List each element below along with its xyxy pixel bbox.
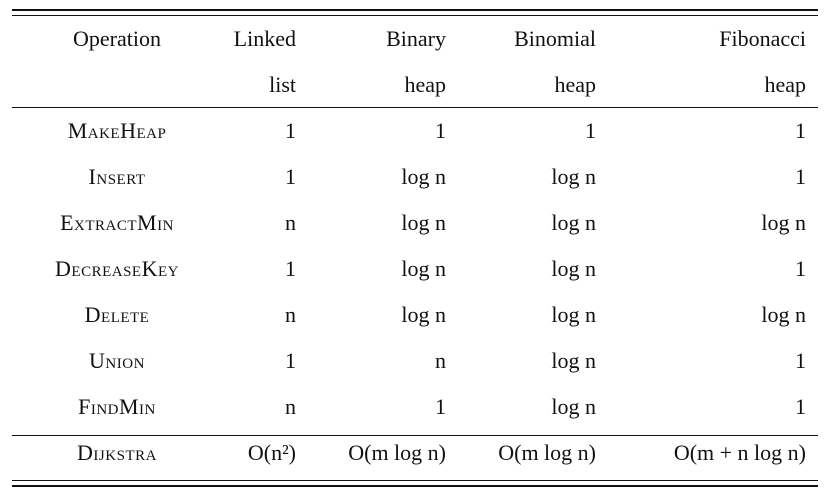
cost-cell: n <box>285 210 296 235</box>
operation-name: MakeHeap <box>67 118 167 143</box>
cost-cell: 1 <box>795 164 806 189</box>
header-cell: Linked <box>233 26 296 51</box>
cost-cell: log n <box>761 210 806 235</box>
header-cell: list <box>269 72 296 97</box>
table-row: Insert 1 log n log n 1 <box>12 154 818 200</box>
summary-row: Dijkstra O(n²) O(m log n) O(m log n) O(m… <box>12 430 818 476</box>
table-row: FindMin n 1 log n 1 <box>12 384 818 430</box>
table-row: ExtractMin n log n log n log n <box>12 200 818 246</box>
cost-cell: log n <box>401 164 446 189</box>
cost-cell: log n <box>401 302 446 327</box>
cost-cell: n <box>435 348 446 373</box>
operations-table: Operation Linked Binary Binomial Fibonac… <box>12 16 818 476</box>
cost-cell: log n <box>761 302 806 327</box>
header-cell: Binomial <box>514 26 596 51</box>
operation-name: Union <box>89 348 145 373</box>
cost-cell: log n <box>551 256 596 281</box>
bottom-rule-inner <box>12 480 818 481</box>
header-rule <box>12 107 818 108</box>
header-cell: heap <box>404 72 446 97</box>
cost-cell: 1 <box>285 118 296 143</box>
operation-name: Dijkstra <box>77 440 157 465</box>
cost-cell: 1 <box>795 118 806 143</box>
table-row: Delete n log n log n log n <box>12 292 818 338</box>
operation-name: ExtractMin <box>60 210 174 235</box>
cost-cell: log n <box>551 164 596 189</box>
operation-name: Delete <box>84 302 150 327</box>
table-row: DecreaseKey 1 log n log n 1 <box>12 246 818 292</box>
header-cell: heap <box>554 72 596 97</box>
cost-cell: 1 <box>585 118 596 143</box>
header-row-1: Operation Linked Binary Binomial Fibonac… <box>12 16 818 62</box>
cost-cell: 1 <box>285 348 296 373</box>
top-rule <box>12 9 818 11</box>
header-row-2: list heap heap heap <box>12 62 818 108</box>
cost-cell: log n <box>401 210 446 235</box>
operation-name: FindMin <box>78 394 156 419</box>
header-cell: Operation <box>73 26 161 51</box>
table-row: Union 1 n log n 1 <box>12 338 818 384</box>
cost-cell: 1 <box>435 394 446 419</box>
cost-cell: O(m log n) <box>498 440 596 465</box>
bottom-rule <box>12 485 818 487</box>
cost-cell: log n <box>551 302 596 327</box>
cost-cell: log n <box>551 394 596 419</box>
cost-cell: O(m + n log n) <box>673 440 806 465</box>
cost-cell: log n <box>401 256 446 281</box>
summary-rule <box>12 435 818 436</box>
cost-cell: 1 <box>795 256 806 281</box>
table-row: MakeHeap 1 1 1 1 <box>12 108 818 154</box>
cost-cell: log n <box>551 210 596 235</box>
operation-name: DecreaseKey <box>55 256 179 281</box>
cost-cell: n <box>285 302 296 327</box>
operation-name: Insert <box>88 164 146 189</box>
cost-cell: 1 <box>285 256 296 281</box>
cost-cell: O(n²) <box>247 440 296 465</box>
cost-cell: log n <box>551 348 596 373</box>
cost-cell: 1 <box>795 348 806 373</box>
header-cell: Fibonacci <box>719 26 806 51</box>
cost-cell: 1 <box>435 118 446 143</box>
cost-cell: 1 <box>285 164 296 189</box>
header-cell <box>12 62 222 108</box>
cost-cell: O(m log n) <box>348 440 446 465</box>
header-cell: Binary <box>386 26 446 51</box>
cost-cell: n <box>285 394 296 419</box>
top-rule-inner <box>12 15 818 16</box>
cost-cell: 1 <box>795 394 806 419</box>
header-cell: heap <box>764 72 806 97</box>
